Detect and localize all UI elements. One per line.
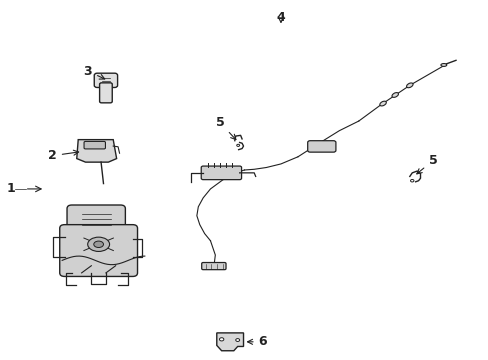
Text: 5: 5 (416, 154, 437, 174)
Text: 1: 1 (6, 183, 15, 195)
Text: 4: 4 (276, 11, 285, 24)
FancyBboxPatch shape (84, 141, 105, 149)
FancyBboxPatch shape (307, 141, 335, 152)
Bar (188, 30, 477, 330)
Ellipse shape (236, 144, 239, 147)
FancyBboxPatch shape (67, 205, 125, 234)
Polygon shape (216, 333, 243, 351)
FancyBboxPatch shape (100, 83, 112, 103)
FancyBboxPatch shape (201, 262, 225, 270)
FancyBboxPatch shape (60, 225, 137, 276)
Ellipse shape (410, 180, 413, 182)
Ellipse shape (235, 339, 239, 342)
Polygon shape (77, 140, 116, 162)
FancyBboxPatch shape (201, 166, 241, 180)
Text: 3: 3 (83, 64, 104, 79)
Ellipse shape (219, 338, 224, 341)
Ellipse shape (391, 93, 398, 97)
Ellipse shape (440, 64, 446, 66)
Bar (42, 30, 179, 330)
Text: 2: 2 (48, 149, 79, 162)
Text: 6: 6 (247, 335, 267, 348)
Ellipse shape (87, 237, 109, 251)
Ellipse shape (379, 101, 386, 106)
Ellipse shape (94, 241, 103, 248)
Ellipse shape (406, 83, 412, 88)
Text: 5: 5 (215, 116, 235, 140)
FancyBboxPatch shape (94, 73, 117, 87)
